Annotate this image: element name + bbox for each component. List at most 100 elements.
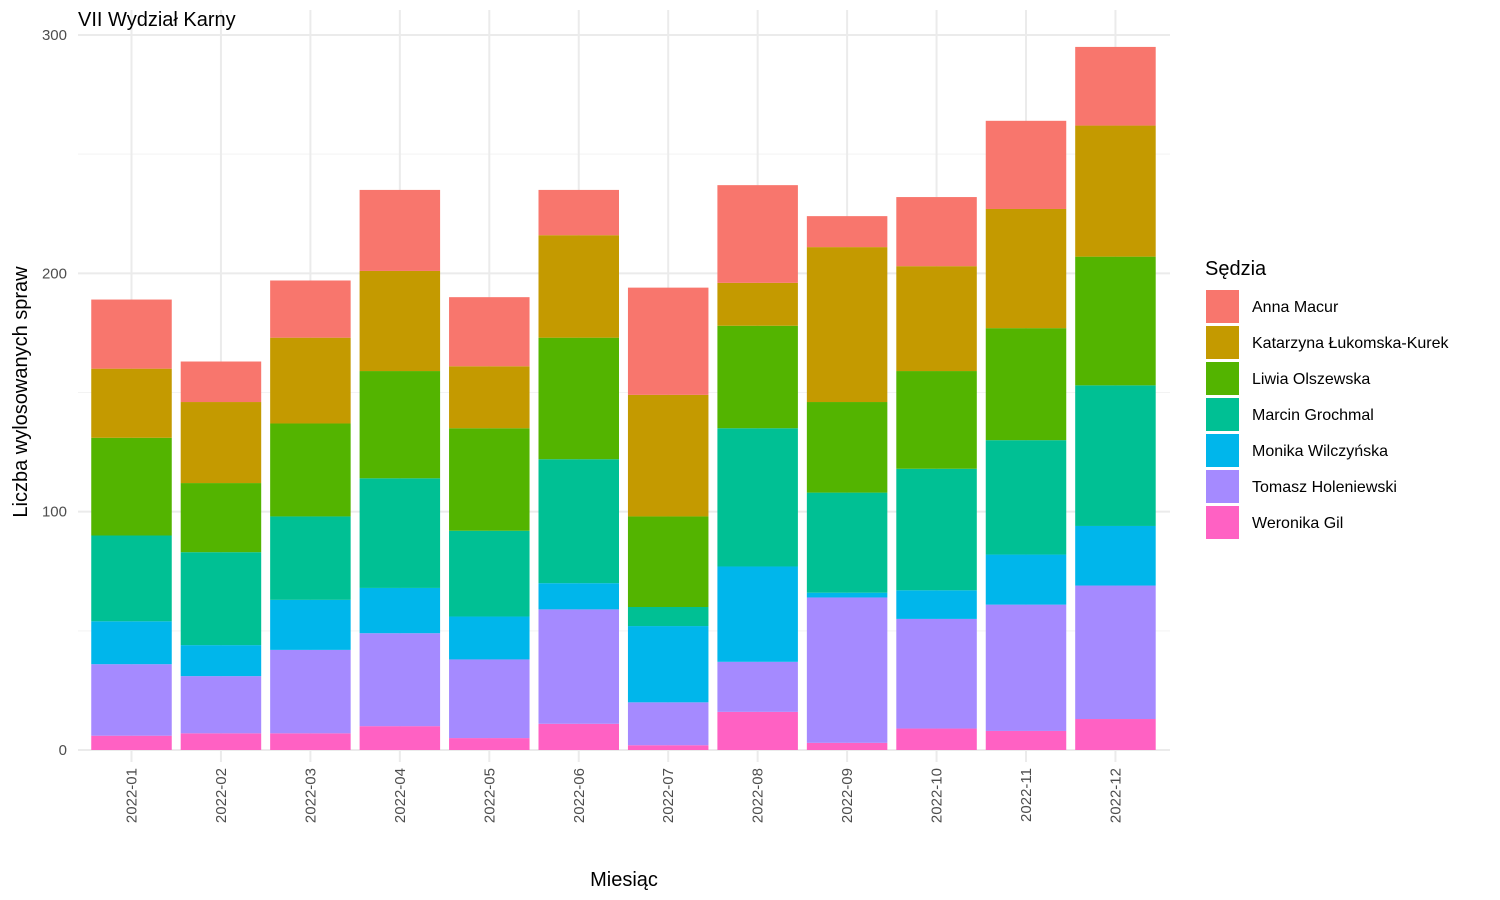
bar-segment	[627, 394, 709, 517]
x-tick-label: 2022-09	[839, 768, 856, 823]
bar-segment	[1075, 719, 1156, 750]
bar-segment	[359, 189, 441, 271]
bar-segment	[270, 599, 351, 650]
x-tick-label: 2022-07	[660, 768, 677, 823]
x-tick-label: 2022-04	[392, 768, 409, 823]
bar-segment	[717, 428, 798, 567]
bar-segment	[985, 604, 1067, 731]
bar-segment	[538, 337, 619, 460]
bar-segment	[359, 633, 441, 727]
bar-segment	[1075, 256, 1156, 386]
bar-segment	[538, 723, 619, 750]
bar-segment	[538, 235, 619, 338]
legend-key	[1206, 506, 1239, 539]
bar-segment	[896, 197, 977, 267]
bar-segment	[985, 328, 1067, 441]
bar-segment	[449, 297, 530, 367]
bar-segment	[985, 120, 1067, 209]
bar-segment	[449, 530, 530, 617]
bar-segment	[91, 735, 172, 750]
bar-segment	[896, 590, 977, 619]
bar-segment	[91, 437, 172, 536]
x-tick-label: 2022-11	[1018, 768, 1035, 822]
bar-segment	[1075, 525, 1156, 586]
bar-segment	[180, 645, 262, 677]
bar-segment	[180, 733, 262, 750]
legend-key	[1206, 470, 1239, 503]
legend-key	[1206, 434, 1239, 467]
bar-segment	[180, 483, 262, 553]
bar-segment	[91, 299, 172, 369]
bar-segment	[538, 189, 619, 236]
bar-segment	[806, 597, 888, 743]
x-tick-label: 2022-08	[750, 768, 767, 823]
bar-segment	[359, 726, 441, 750]
legend-key	[1206, 398, 1239, 431]
bar-segment	[806, 402, 888, 493]
x-tick-label: 2022-10	[929, 768, 946, 823]
bar-segment	[1075, 125, 1156, 257]
x-axis-title: Miesiąc	[590, 869, 658, 891]
bar-segment	[359, 587, 441, 634]
bar-segment	[359, 478, 441, 588]
bar-segment	[717, 566, 798, 662]
bar-segment	[270, 337, 351, 424]
bar-segment	[806, 592, 888, 598]
chart-title: VII Wydział Karny	[78, 9, 236, 31]
bar-segment	[449, 428, 530, 531]
bar-segment	[717, 185, 798, 283]
bar-segment	[627, 626, 709, 703]
y-axis-ticks: 0 100 200 300	[42, 27, 67, 759]
bar-segment	[538, 583, 619, 610]
bar-segment	[896, 266, 977, 372]
x-tick-label: 2022-06	[571, 768, 588, 823]
bar-segment	[806, 247, 888, 403]
bar-segment	[717, 661, 798, 712]
x-tick-label: 2022-12	[1107, 768, 1124, 823]
y-axis-title: Liczba wylosowanych spraw	[10, 266, 32, 518]
bar-segment	[359, 270, 441, 372]
bar-segment	[627, 745, 709, 750]
bar-segment	[717, 711, 798, 750]
bar-segment	[806, 492, 888, 593]
bar-segment	[449, 738, 530, 750]
legend-label: Marcin Grochmal	[1252, 407, 1374, 424]
legend-key	[1206, 290, 1239, 323]
bar-segment	[538, 609, 619, 724]
bar-segment	[180, 552, 262, 646]
bar-segment	[270, 733, 351, 750]
bar-segment	[627, 287, 709, 395]
y-tick-label: 0	[59, 742, 67, 759]
bar-segment	[270, 516, 351, 600]
legend-key	[1206, 362, 1239, 395]
y-tick-label: 300	[42, 27, 67, 44]
bar-segment	[449, 659, 530, 739]
legend: Sędzia Anna Macur Katarzyna Łukomska-Kure…	[1205, 258, 1450, 539]
y-tick-label: 100	[42, 504, 67, 521]
bar-segment	[985, 208, 1067, 329]
bar-segment	[896, 728, 977, 750]
bar-segment	[806, 216, 888, 248]
legend-label: Liwia Olszewska	[1252, 371, 1370, 388]
legend-label: Tomasz Holeniewski	[1252, 479, 1397, 496]
bar-segment	[1075, 46, 1156, 126]
legend-label: Anna Macur	[1252, 299, 1339, 316]
bar-segment	[270, 423, 351, 517]
bar-segment	[985, 730, 1067, 750]
bar-segment	[91, 621, 172, 665]
bar-segment	[627, 607, 709, 627]
bar-segment	[896, 618, 977, 729]
bar-segment	[91, 535, 172, 622]
x-tick-label: 2022-05	[481, 768, 498, 823]
bar-segment	[1075, 385, 1156, 526]
bar-segment	[627, 702, 709, 746]
bar-segment	[985, 440, 1067, 555]
legend-label: Monika Wilczyńska	[1252, 443, 1388, 460]
x-tick-label: 2022-02	[213, 768, 230, 823]
bar-segment	[538, 459, 619, 584]
bar-segment	[270, 280, 351, 338]
legend-label: Katarzyna Łukomska-Kurek	[1252, 335, 1450, 352]
bar-segment	[180, 361, 262, 403]
bar-segment	[270, 649, 351, 734]
bars	[91, 46, 1156, 750]
